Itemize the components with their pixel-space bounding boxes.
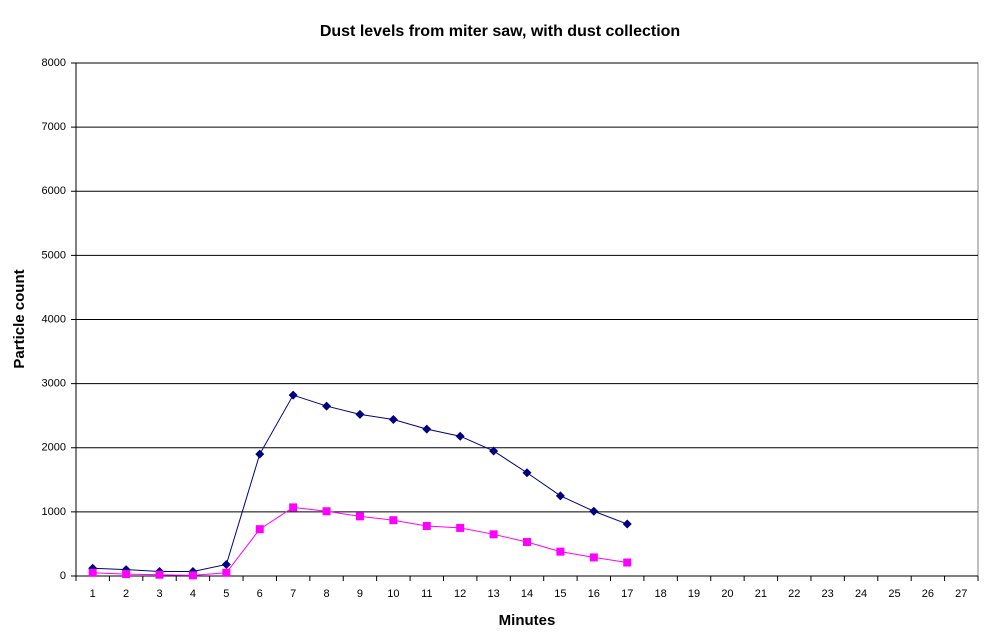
y-axis-title: Particle count bbox=[11, 269, 28, 368]
marker bbox=[589, 506, 599, 516]
marker bbox=[456, 523, 465, 532]
y-tick-label: 0 bbox=[60, 570, 66, 582]
y-tick-label: 3000 bbox=[42, 378, 66, 390]
marker bbox=[623, 558, 632, 567]
x-tick-label: 10 bbox=[387, 588, 399, 600]
y-tick-label: 1000 bbox=[42, 506, 66, 518]
y-tick-label: 5000 bbox=[42, 249, 66, 261]
x-tick-label: 25 bbox=[888, 588, 900, 600]
marker bbox=[389, 516, 398, 525]
x-tick-label: 19 bbox=[688, 588, 700, 600]
x-axis-title: Minutes bbox=[499, 612, 556, 629]
x-tick-label: 23 bbox=[822, 588, 834, 600]
marker bbox=[322, 507, 331, 516]
x-tick-label: 18 bbox=[655, 588, 667, 600]
x-tick-label: 26 bbox=[922, 588, 934, 600]
x-tick-label: 17 bbox=[621, 588, 633, 600]
x-tick-label: 3 bbox=[156, 588, 162, 600]
marker bbox=[355, 512, 364, 521]
marker bbox=[188, 571, 197, 580]
x-tick-label: 11 bbox=[421, 588, 432, 600]
marker bbox=[622, 519, 632, 529]
x-tick-label: 14 bbox=[521, 588, 533, 600]
x-tick-label: 22 bbox=[788, 588, 800, 600]
marker bbox=[556, 547, 565, 556]
marker bbox=[221, 559, 231, 569]
y-tick-label: 8000 bbox=[42, 57, 66, 69]
x-tick-label: 27 bbox=[955, 588, 967, 600]
y-tick-label: 2000 bbox=[42, 442, 66, 454]
marker bbox=[355, 409, 365, 419]
marker bbox=[422, 424, 432, 434]
marker bbox=[289, 503, 298, 512]
marker bbox=[388, 415, 398, 425]
marker bbox=[255, 525, 264, 534]
x-tick-label: 16 bbox=[588, 588, 600, 600]
x-tick-label: 15 bbox=[554, 588, 566, 600]
marker bbox=[489, 446, 499, 456]
marker bbox=[522, 468, 532, 478]
marker bbox=[155, 570, 164, 579]
marker bbox=[489, 530, 498, 539]
x-tick-label: 6 bbox=[257, 588, 263, 600]
x-tick-label: 4 bbox=[190, 588, 196, 600]
marker bbox=[88, 568, 97, 577]
x-tick-label: 21 bbox=[755, 588, 767, 600]
x-tick-label: 20 bbox=[721, 588, 733, 600]
marker bbox=[455, 431, 465, 441]
x-tick-label: 9 bbox=[357, 588, 363, 600]
marker bbox=[589, 553, 598, 562]
x-tick-label: 1 bbox=[90, 588, 96, 600]
x-tick-label: 12 bbox=[454, 588, 466, 600]
marker bbox=[255, 449, 265, 459]
marker bbox=[288, 390, 298, 400]
x-tick-label: 8 bbox=[323, 588, 329, 600]
marker bbox=[222, 568, 231, 577]
marker bbox=[422, 521, 431, 530]
marker bbox=[523, 538, 531, 547]
x-tick-label: 7 bbox=[290, 588, 296, 600]
x-tick-label: 13 bbox=[487, 588, 499, 600]
y-tick-label: 6000 bbox=[42, 185, 66, 197]
y-tick-label: 7000 bbox=[42, 121, 66, 133]
chart-title: Dust levels from miter saw, with dust co… bbox=[320, 23, 680, 40]
x-tick-label: 5 bbox=[223, 588, 229, 600]
marker bbox=[122, 570, 131, 579]
series-line bbox=[92, 394, 628, 573]
y-tick-label: 4000 bbox=[42, 313, 66, 325]
x-tick-label: 2 bbox=[123, 588, 129, 600]
marker bbox=[322, 401, 332, 411]
marker bbox=[555, 491, 565, 501]
x-tick-label: 24 bbox=[855, 588, 867, 600]
